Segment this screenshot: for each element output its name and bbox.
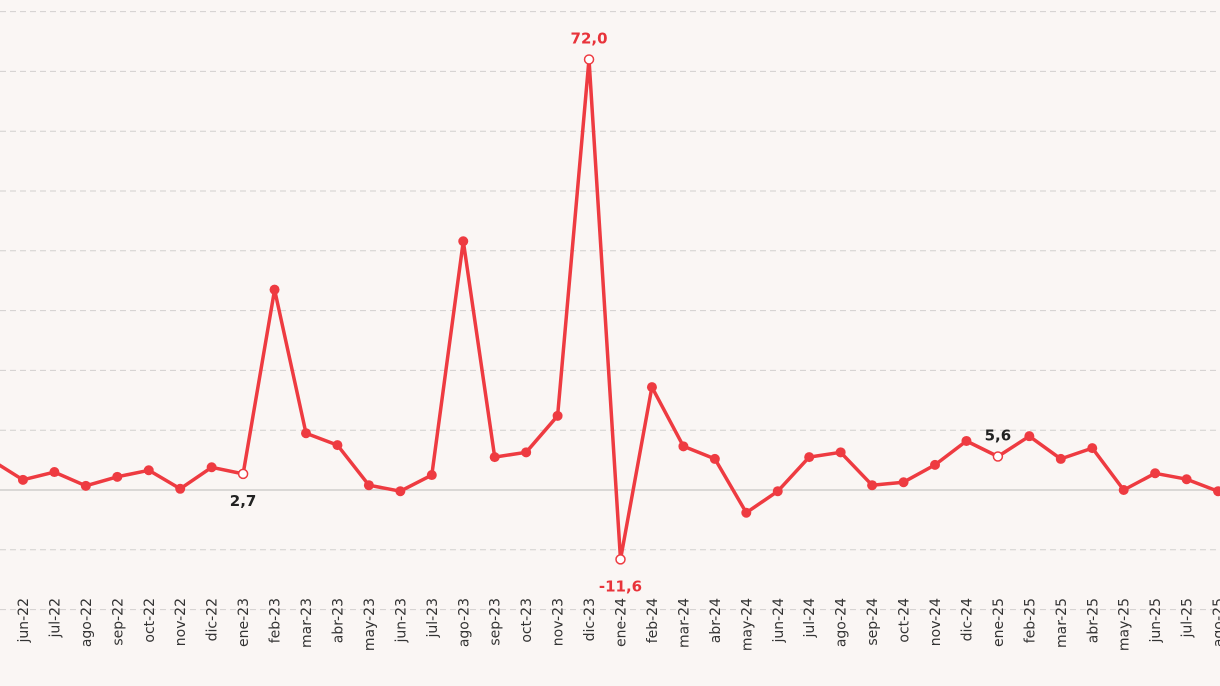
data-point (804, 452, 815, 463)
data-point (206, 462, 217, 473)
x-tick-label: oct-24 (897, 598, 913, 643)
x-tick-label: may-22 (0, 598, 1, 651)
data-point (867, 480, 878, 491)
x-tick-label: ago-22 (79, 598, 95, 647)
x-tick-label: jun-25 (1148, 598, 1164, 644)
x-tick-label: ene-23 (236, 598, 252, 647)
data-point (1024, 431, 1035, 442)
x-tick-label: may-24 (739, 598, 755, 651)
x-tick-label: may-23 (362, 598, 378, 651)
data-points (17, 54, 1220, 565)
x-tick-label: sep-22 (110, 598, 126, 646)
x-tick-label: jul-25 (1180, 598, 1196, 639)
data-point (961, 435, 972, 446)
highlight-point (583, 54, 595, 65)
x-tick-label: mar-23 (299, 598, 315, 648)
data-point (1118, 485, 1129, 495)
data-point (898, 477, 909, 488)
data-point (49, 467, 60, 478)
x-tick-label: mar-24 (676, 598, 692, 648)
data-point (301, 428, 311, 439)
series-line (0, 57, 1219, 562)
data-point (1055, 453, 1066, 464)
x-tick-label: feb-23 (268, 598, 284, 643)
data-point (678, 441, 689, 452)
x-tick-label: dic-22 (205, 598, 221, 641)
x-tick-label: ago-24 (834, 598, 850, 647)
data-point (521, 447, 532, 458)
x-tick-label: feb-25 (1022, 598, 1038, 643)
x-tick-label: jun-24 (771, 598, 787, 644)
x-tick-label: oct-23 (519, 598, 535, 643)
x-tick-label: jul-24 (802, 598, 818, 639)
data-point (80, 480, 91, 491)
x-tick-label: may-25 (1117, 598, 1133, 651)
x-tick-label: jul-23 (425, 598, 441, 639)
data-point (709, 453, 720, 464)
highlight-point (615, 554, 626, 565)
data-point (17, 474, 28, 485)
data-point (1213, 486, 1220, 497)
data-point (930, 459, 940, 470)
data-label: 2,7 (230, 492, 257, 510)
x-tick-label: ago-23 (456, 598, 472, 647)
data-point (426, 470, 437, 481)
x-tick-label: abr-24 (708, 598, 724, 643)
x-tick-label: abr-25 (1085, 598, 1101, 643)
data-point (1150, 468, 1161, 479)
data-point (175, 483, 186, 494)
data-label: 5,6 (985, 427, 1012, 445)
data-point (646, 382, 657, 393)
x-tick-label: sep-24 (865, 598, 881, 646)
x-tick-label: nov-23 (551, 598, 567, 646)
data-point (489, 452, 500, 463)
data-point (772, 486, 783, 497)
data-point (332, 440, 343, 451)
highlight-point (992, 451, 1004, 462)
x-tick-label: dic-23 (582, 598, 598, 641)
x-tick-label: nov-24 (928, 598, 944, 646)
data-point (395, 486, 406, 497)
data-point (112, 471, 123, 482)
x-tick-label: feb-24 (645, 598, 661, 643)
x-tick-label: ene-25 (991, 598, 1007, 647)
x-tick-label: jun-22 (16, 598, 32, 644)
data-point (1087, 443, 1098, 454)
data-point (741, 507, 752, 518)
x-tick-label: abr-23 (330, 598, 346, 643)
x-tick-label: oct-22 (142, 598, 158, 643)
highlight-point (237, 468, 249, 480)
x-tick-label: dic-24 (959, 598, 975, 641)
x-axis-ticks: may-22 jun-22 jul-22 ago-22 sep-22 oct-22 nov-… (0, 598, 1220, 651)
x-tick-label: jul-22 (47, 598, 63, 639)
x-tick-label: ene-24 (614, 598, 630, 647)
data-point (1181, 474, 1192, 485)
data-point (552, 410, 563, 421)
x-tick-label: sep-23 (488, 598, 504, 646)
data-label: -11,6 (599, 577, 642, 595)
x-tick-label: mar-25 (1054, 598, 1070, 648)
x-tick-label: jun-23 (393, 598, 409, 644)
data-point (835, 447, 846, 458)
data-point (363, 480, 374, 491)
data-label: 72,0 (571, 29, 608, 47)
x-tick-label: nov-22 (173, 598, 189, 646)
data-point (458, 236, 469, 247)
gridlines (0, 11, 1220, 611)
data-point (269, 284, 280, 295)
data-labels: 2,7 72,0 -11,6 5,6 (230, 29, 1011, 595)
x-tick-label: ago-25 (1211, 598, 1220, 647)
data-point (143, 465, 154, 476)
